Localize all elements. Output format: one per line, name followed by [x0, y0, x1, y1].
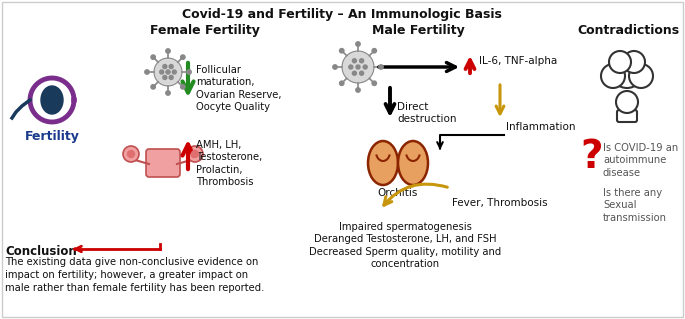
Circle shape: [601, 64, 625, 88]
Circle shape: [616, 91, 638, 113]
Circle shape: [169, 76, 173, 79]
FancyBboxPatch shape: [617, 110, 637, 122]
Circle shape: [187, 70, 191, 74]
Circle shape: [127, 151, 134, 158]
Circle shape: [352, 71, 356, 75]
Circle shape: [166, 49, 170, 53]
Circle shape: [169, 64, 173, 69]
Circle shape: [187, 146, 203, 162]
Circle shape: [166, 91, 170, 95]
Circle shape: [154, 58, 182, 86]
Circle shape: [181, 85, 185, 89]
Ellipse shape: [41, 86, 63, 114]
Circle shape: [363, 65, 367, 69]
Text: AMH, LH,
Testosterone,
Prolactin,
Thrombosis: AMH, LH, Testosterone, Prolactin, Thromb…: [196, 140, 262, 187]
Text: The existing data give non-conclusive evidence on
impact on fertility; however, : The existing data give non-conclusive ev…: [5, 257, 264, 293]
Circle shape: [160, 70, 164, 74]
Circle shape: [372, 48, 377, 53]
Circle shape: [379, 65, 383, 69]
Circle shape: [333, 65, 337, 69]
Text: Is COVID-19 an
autoimmune
disease: Is COVID-19 an autoimmune disease: [603, 143, 678, 178]
Text: Orchitis: Orchitis: [378, 188, 418, 198]
Text: Follicular
maturation,
Ovarian Reserve,
Oocyte Quality: Follicular maturation, Ovarian Reserve, …: [196, 65, 282, 112]
Ellipse shape: [398, 141, 428, 185]
Circle shape: [356, 88, 360, 92]
Text: Female Fertility: Female Fertility: [150, 24, 260, 37]
Circle shape: [356, 65, 360, 69]
Circle shape: [340, 48, 344, 53]
Circle shape: [151, 55, 155, 59]
Circle shape: [609, 51, 631, 73]
Circle shape: [151, 85, 155, 89]
Ellipse shape: [368, 141, 398, 185]
Text: Male Fertility: Male Fertility: [372, 24, 464, 37]
Circle shape: [356, 42, 360, 46]
Circle shape: [192, 151, 199, 158]
Text: Is there any
Sexual
transmission: Is there any Sexual transmission: [603, 188, 667, 223]
Circle shape: [629, 64, 653, 88]
Text: Conclusion: Conclusion: [5, 245, 77, 258]
Circle shape: [166, 70, 170, 74]
Circle shape: [611, 56, 643, 88]
Text: Impaired spermatogenesis
Deranged Testosterone, LH, and FSH
Decreased Sperm qual: Impaired spermatogenesis Deranged Testos…: [309, 222, 501, 269]
Circle shape: [623, 51, 645, 73]
Text: ?: ?: [581, 138, 603, 176]
Circle shape: [340, 81, 344, 85]
Text: Covid-19 and Fertility – An Immunologic Basis: Covid-19 and Fertility – An Immunologic …: [182, 8, 502, 21]
Circle shape: [342, 51, 374, 83]
Circle shape: [173, 70, 176, 74]
Text: Direct
destruction: Direct destruction: [397, 102, 456, 123]
Circle shape: [145, 70, 149, 74]
Circle shape: [163, 64, 167, 69]
Circle shape: [360, 59, 364, 63]
Text: Fertility: Fertility: [25, 130, 79, 143]
Text: Inflammation: Inflammation: [506, 122, 575, 132]
Circle shape: [123, 146, 139, 162]
FancyBboxPatch shape: [146, 149, 180, 177]
Text: IL-6, TNF-alpha: IL-6, TNF-alpha: [479, 56, 558, 66]
Circle shape: [181, 55, 185, 59]
Circle shape: [372, 81, 377, 85]
Circle shape: [163, 76, 167, 79]
Circle shape: [352, 59, 356, 63]
Circle shape: [360, 71, 364, 75]
Text: Contradictions: Contradictions: [577, 24, 679, 37]
Circle shape: [349, 65, 353, 69]
Text: Fever, Thrombosis: Fever, Thrombosis: [452, 198, 547, 208]
